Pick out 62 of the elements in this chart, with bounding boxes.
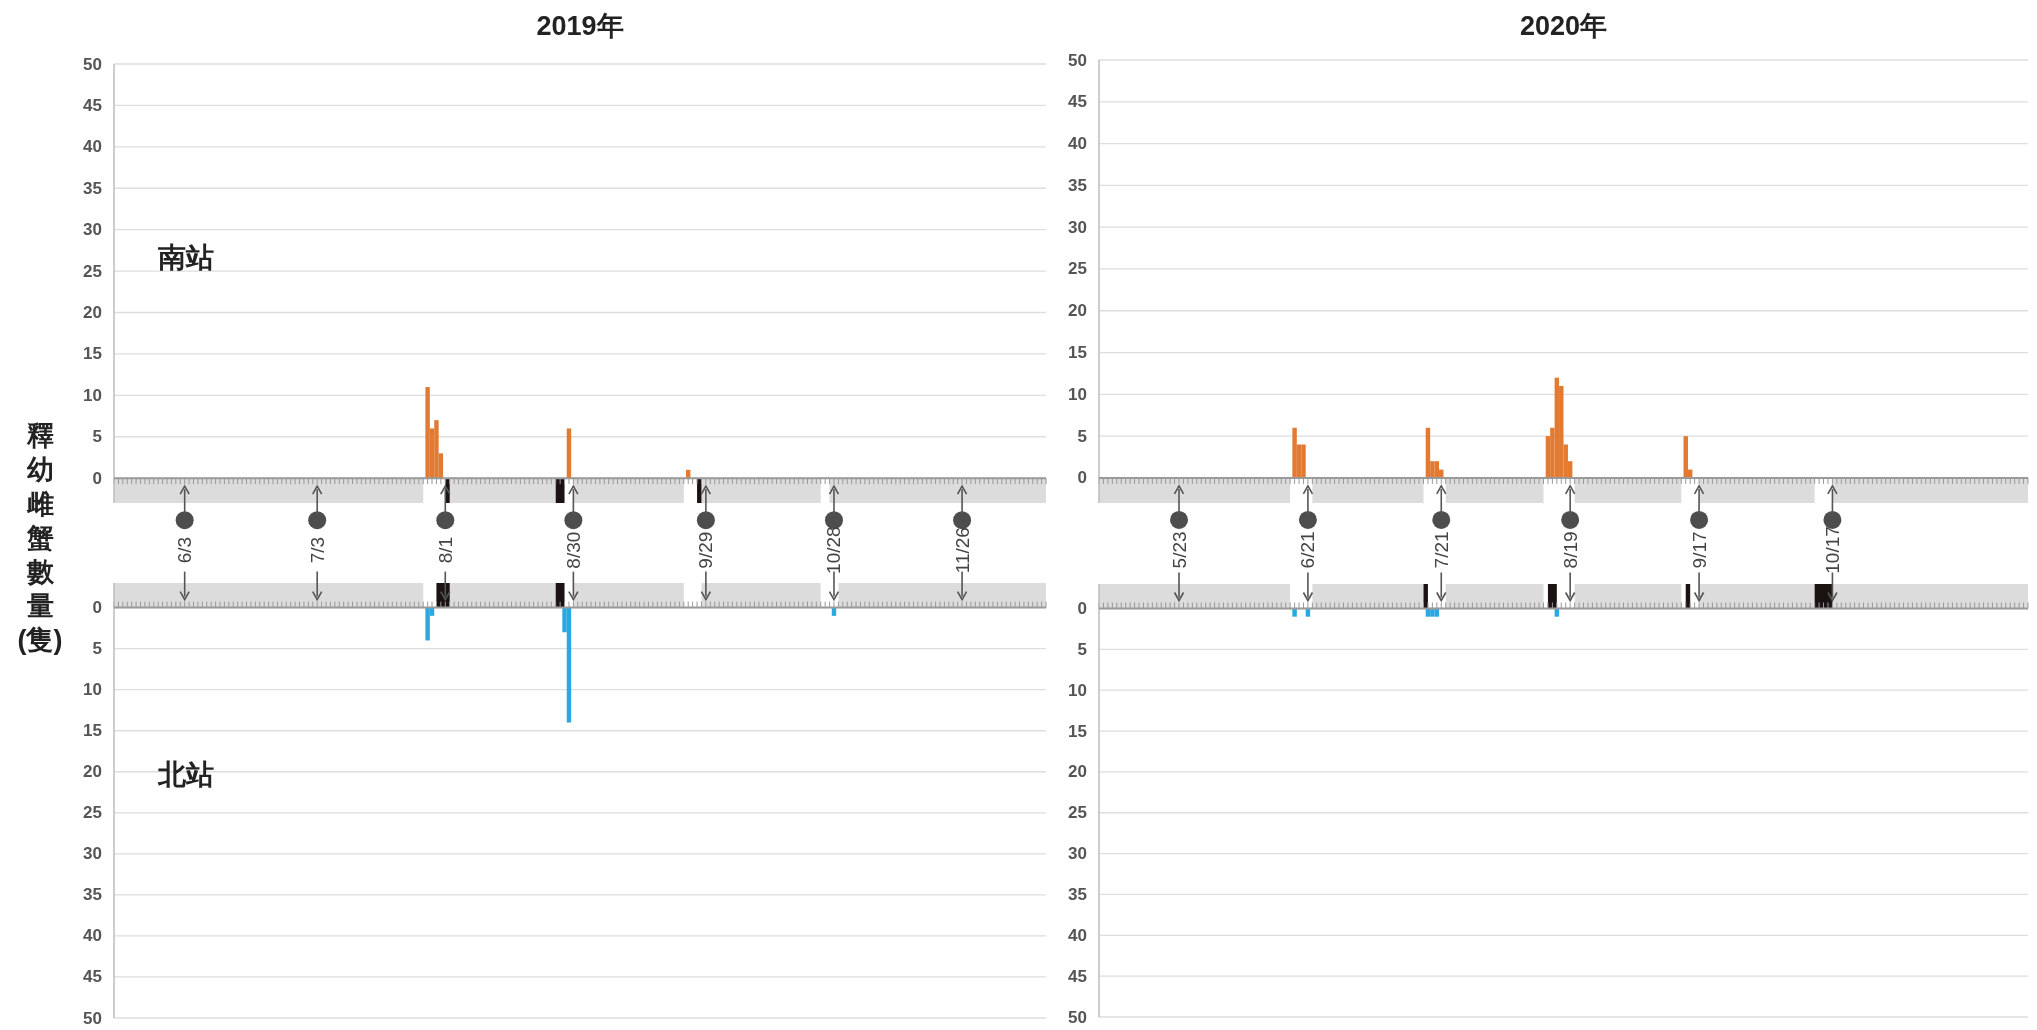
y-tick-label: 30	[1068, 217, 1087, 237]
y-tick-label: 30	[1068, 844, 1087, 864]
y-tick-label: 20	[83, 302, 102, 322]
annotation: 南站	[157, 241, 214, 273]
x-tick-label: 6/21	[1297, 531, 1319, 569]
y-tick-label: 35	[83, 885, 102, 905]
y-tick-label: 50	[1068, 1007, 1087, 1027]
y-tick-label: 20	[1068, 762, 1087, 782]
x-tick-label: 10/28	[823, 526, 845, 574]
y-tick-label: 40	[83, 137, 102, 157]
y-tick-label: 20	[83, 762, 102, 782]
x-tick-label: 8/19	[1559, 531, 1581, 569]
x-tick-label: 9/17	[1688, 531, 1710, 569]
y-tick-label: 40	[1068, 925, 1087, 945]
y-tick-label: 30	[83, 844, 102, 864]
y-tick-label: 25	[83, 803, 102, 823]
y-tick-label: 20	[1068, 301, 1087, 321]
x-tick-label: 8/30	[562, 531, 584, 569]
y-tick-label: 5	[92, 639, 102, 659]
y-tick-label: 0	[92, 468, 102, 488]
x-tick-label: 9/29	[695, 531, 717, 569]
x-tick-label: 11/26	[951, 527, 973, 574]
y-tick-label: 30	[83, 220, 102, 240]
x-tick-label: 6/3	[174, 536, 196, 564]
x-tick-label: 8/1	[434, 536, 456, 564]
y-tick-label: 35	[1068, 884, 1087, 904]
y-tick-label: 25	[1068, 259, 1087, 279]
y-tick-label: 45	[83, 967, 102, 987]
y-tick-label: 40	[1068, 134, 1087, 154]
y-tick-label: 50	[83, 1008, 102, 1028]
x-tick-label: 5/23	[1168, 531, 1190, 569]
x-tick-label: 7/21	[1430, 531, 1452, 569]
y-tick-label: 10	[1068, 680, 1087, 700]
y-tick-label: 0	[1077, 468, 1087, 488]
y-tick-label: 10	[83, 680, 102, 700]
y-tick-label: 15	[1068, 721, 1087, 741]
y-tick-label: 0	[1077, 599, 1087, 619]
y-tick-label: 15	[1068, 343, 1087, 363]
y-tick-label: 5	[92, 427, 102, 447]
y-tick-label: 35	[1068, 175, 1087, 195]
y-tick-label: 5	[1077, 639, 1087, 659]
annotation: 北站	[157, 758, 214, 790]
y-tick-label: 50	[1068, 50, 1087, 70]
y-tick-label: 10	[83, 385, 102, 405]
y-tick-label: 0	[92, 598, 102, 618]
chart-title: 2020年	[1519, 11, 1608, 41]
y-tick-label: 45	[1068, 966, 1087, 986]
y-tick-label: 50	[83, 54, 102, 74]
y-tick-label: 15	[83, 721, 102, 741]
y-tick-label: 5	[1077, 426, 1087, 446]
y-tick-label: 25	[1068, 803, 1087, 823]
y-tick-label: 45	[1068, 92, 1087, 112]
y-tick-label: 45	[83, 95, 102, 115]
y-tick-label: 15	[83, 344, 102, 364]
chart-title: 2019年	[536, 11, 624, 41]
y-tick-label: 25	[83, 261, 102, 281]
x-tick-label: 10/17	[1821, 526, 1843, 574]
y-tick-label: 40	[83, 926, 102, 946]
y-tick-label: 10	[1068, 384, 1087, 404]
y-axis-title: 釋幼雌蟹數量(隻)	[17, 421, 63, 655]
y-tick-label: 35	[83, 178, 102, 198]
x-tick-label: 7/3	[306, 536, 328, 564]
